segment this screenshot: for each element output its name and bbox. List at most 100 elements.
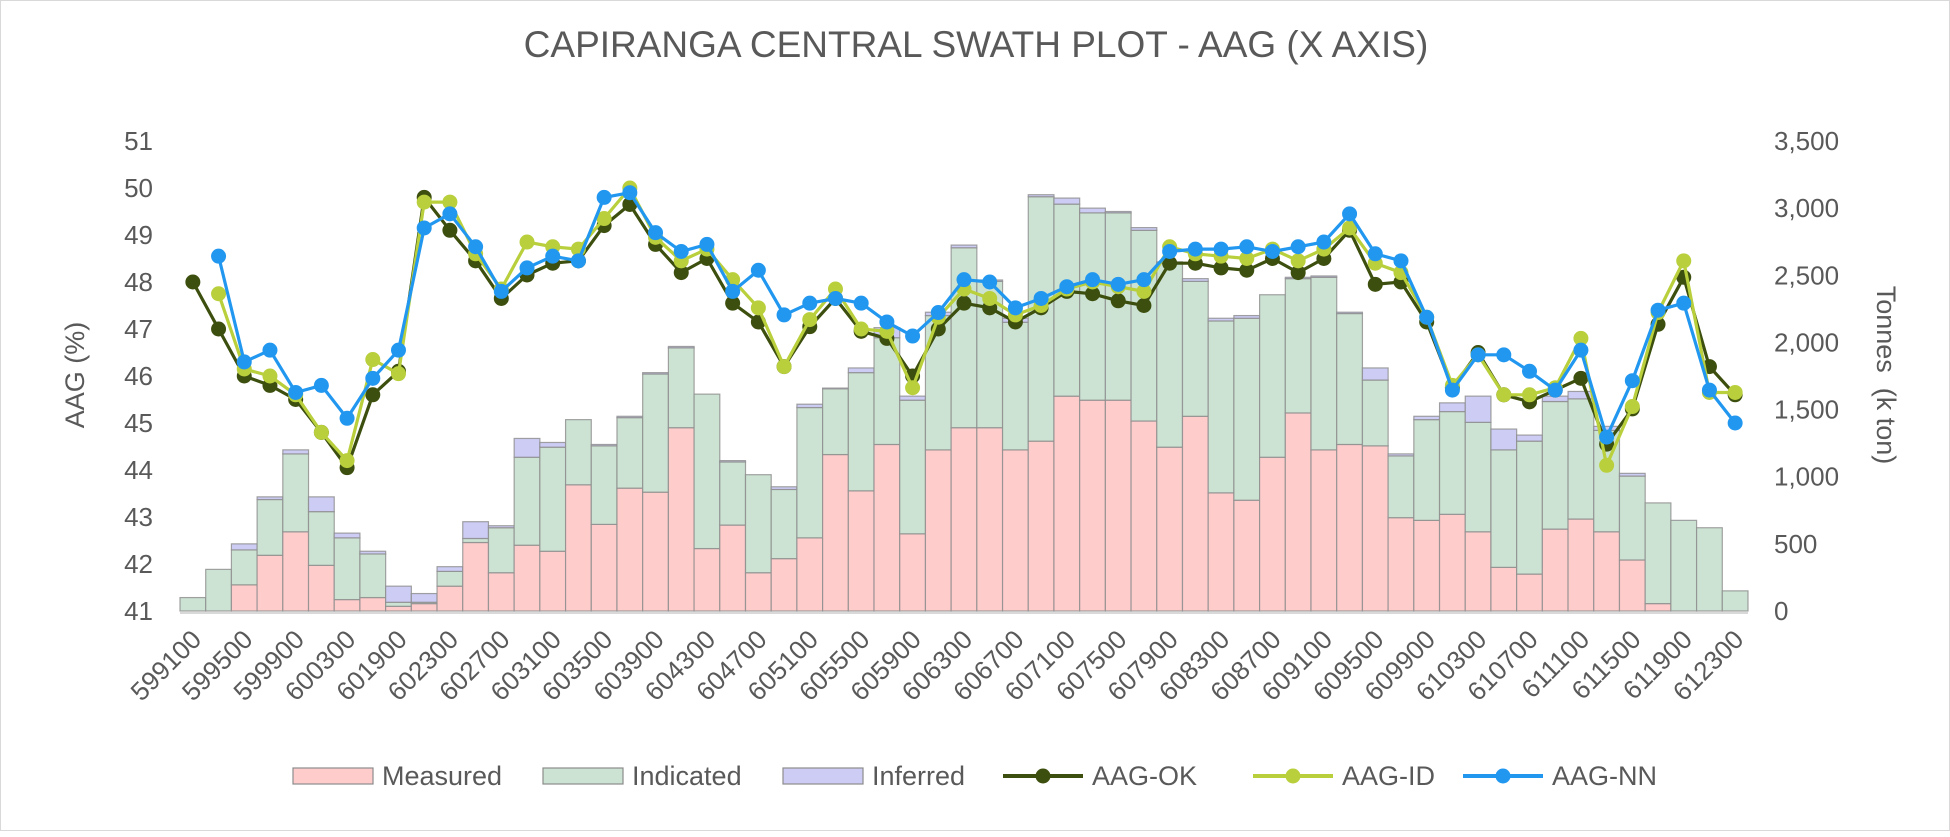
bar-inferred bbox=[256, 496, 284, 501]
point-aag-nn bbox=[365, 370, 381, 386]
point-aag-ok bbox=[725, 295, 741, 311]
y2-tick-label: 3,500 bbox=[1774, 126, 1839, 156]
point-aag-nn bbox=[390, 342, 406, 358]
legend-swatch bbox=[782, 767, 864, 785]
legend-label: AAG-ID bbox=[1342, 761, 1435, 791]
bar-indicated bbox=[307, 511, 335, 566]
bar-measured bbox=[1001, 449, 1029, 612]
bar-measured bbox=[1490, 566, 1518, 612]
bar-indicated bbox=[642, 373, 669, 493]
point-aag-id bbox=[1573, 330, 1589, 346]
bar-measured bbox=[1027, 440, 1055, 612]
point-aag-id bbox=[750, 300, 766, 316]
point-aag-nn bbox=[1187, 241, 1203, 257]
point-aag-ok bbox=[442, 222, 458, 238]
bar-inferred bbox=[770, 486, 798, 491]
bar-measured bbox=[410, 603, 438, 612]
y-tick-label: 51 bbox=[124, 126, 153, 156]
bar-indicated bbox=[1079, 212, 1106, 401]
bar-measured bbox=[1438, 513, 1466, 612]
point-aag-id bbox=[1624, 399, 1640, 415]
bar-measured bbox=[770, 558, 798, 612]
point-aag-ok bbox=[956, 295, 972, 311]
bar-measured bbox=[1079, 399, 1106, 612]
bar-indicated bbox=[1413, 419, 1441, 521]
bar-indicated bbox=[1541, 400, 1569, 530]
point-aag-id bbox=[1136, 283, 1152, 299]
point-aag-nn bbox=[1393, 253, 1409, 269]
bar-inferred bbox=[667, 345, 695, 349]
y-tick-label: 48 bbox=[124, 267, 153, 297]
point-aag-ok bbox=[673, 265, 689, 281]
bar-indicated bbox=[770, 488, 798, 560]
bar-indicated bbox=[462, 537, 490, 544]
legend-label: Inferred bbox=[872, 761, 965, 791]
bar-indicated bbox=[1207, 320, 1235, 494]
point-aag-id bbox=[905, 380, 921, 396]
y2-tick-label: 2,500 bbox=[1774, 260, 1839, 290]
y-tick-label: 43 bbox=[124, 502, 153, 532]
y2-tick-label: 500 bbox=[1774, 529, 1817, 559]
point-aag-nn bbox=[956, 272, 972, 288]
point-aag-nn bbox=[1522, 363, 1538, 379]
point-aag-id bbox=[365, 352, 381, 368]
legend-item-indicated: Indicated bbox=[542, 761, 742, 791]
point-aag-id bbox=[596, 211, 612, 227]
point-aag-nn bbox=[1701, 382, 1717, 398]
bar-indicated bbox=[719, 461, 747, 526]
bar-indicated bbox=[873, 337, 901, 446]
point-aag-nn bbox=[570, 253, 586, 269]
point-aag-id bbox=[776, 359, 792, 375]
bar-indicated bbox=[1464, 421, 1492, 533]
point-aag-nn bbox=[776, 307, 792, 323]
point-aag-nn bbox=[827, 290, 843, 306]
y2-axis-label: Tonnes (k ton) bbox=[1871, 286, 1901, 465]
point-aag-nn bbox=[1007, 300, 1023, 316]
line-series bbox=[185, 180, 1743, 476]
bar-inferred bbox=[1104, 210, 1132, 214]
bar-measured bbox=[1233, 499, 1261, 612]
bar-measured bbox=[1284, 412, 1312, 612]
bar-measured bbox=[1156, 446, 1184, 612]
legend-item-aag-ok: AAG-OK bbox=[1003, 761, 1197, 791]
bar-indicated bbox=[1233, 317, 1261, 501]
bar-measured bbox=[333, 598, 361, 612]
point-aag-id bbox=[802, 312, 818, 328]
bar-measured bbox=[1567, 518, 1595, 612]
y2-tick-label: 1,500 bbox=[1774, 395, 1839, 425]
bar-indicated bbox=[1670, 519, 1698, 612]
point-aag-nn bbox=[339, 410, 355, 426]
bar-indicated bbox=[1387, 455, 1415, 519]
point-aag-ok bbox=[1573, 370, 1589, 386]
bar-series bbox=[179, 194, 1749, 612]
point-aag-id bbox=[1496, 387, 1512, 403]
bar-indicated bbox=[1336, 312, 1364, 446]
bar-measured bbox=[513, 544, 541, 612]
y2-tick-label: 0 bbox=[1774, 596, 1788, 626]
bar-indicated bbox=[667, 347, 695, 429]
point-aag-nn bbox=[519, 260, 535, 276]
point-aag-nn bbox=[1239, 239, 1255, 255]
bar-measured bbox=[1464, 531, 1492, 612]
point-aag-ok bbox=[211, 321, 227, 337]
bar-inferred bbox=[796, 403, 824, 409]
point-aag-nn bbox=[442, 206, 458, 222]
bar-inferred bbox=[1438, 402, 1466, 413]
bar-measured bbox=[590, 523, 618, 612]
bar-indicated bbox=[1027, 196, 1055, 442]
bar-measured bbox=[667, 427, 695, 612]
bar-indicated bbox=[513, 456, 541, 546]
x-axis-ticks: 5991005995005999006003006019006023006027… bbox=[125, 624, 1750, 707]
bar-measured bbox=[976, 427, 1004, 612]
bar-inferred bbox=[230, 543, 258, 551]
bar-measured bbox=[1413, 519, 1441, 612]
point-aag-nn bbox=[622, 185, 638, 201]
point-aag-ok bbox=[185, 274, 201, 290]
bar-measured bbox=[1104, 399, 1132, 612]
bar-indicated bbox=[1516, 440, 1543, 575]
point-aag-id bbox=[1599, 457, 1615, 473]
point-aag-nn bbox=[1213, 241, 1229, 257]
point-aag-nn bbox=[236, 354, 252, 370]
y-tick-label: 47 bbox=[124, 314, 153, 344]
